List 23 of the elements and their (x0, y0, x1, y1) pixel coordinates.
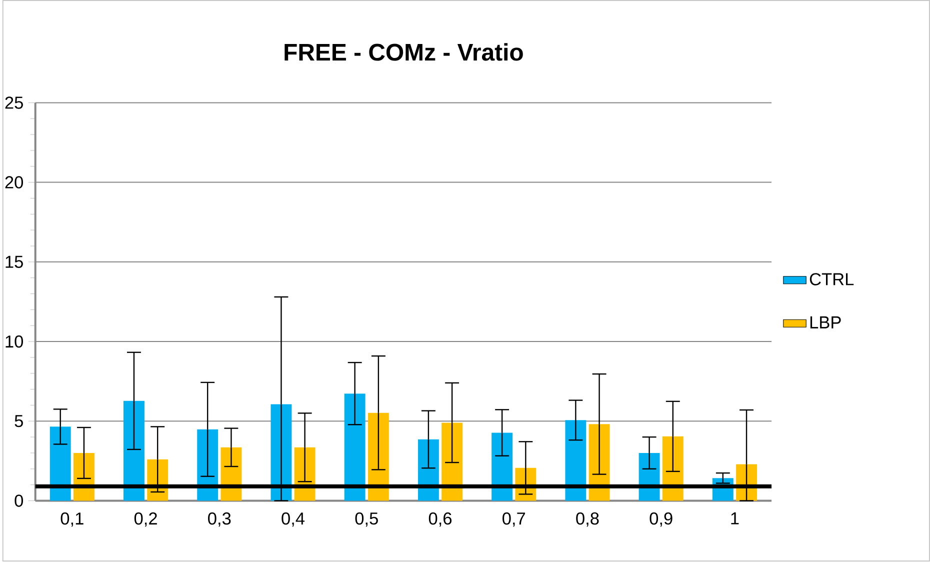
y-tick-label: 15 (6, 256, 23, 268)
y-tick-label: 10 (6, 336, 24, 348)
y-tick-label: 20 (5, 176, 24, 189)
legend-label: LBP (810, 316, 841, 329)
bar (124, 401, 144, 501)
y-tick-label: 25 (5, 96, 23, 110)
bar (50, 426, 71, 501)
bar (565, 420, 586, 501)
x-tick-label: 0,5 (355, 512, 378, 527)
y-tick-label: 0 (14, 494, 24, 508)
x-tick-label: 0,7 (502, 512, 526, 527)
x-tick-label: 0,4 (282, 512, 305, 527)
bar (344, 394, 366, 501)
x-tick-label: 0,9 (650, 512, 672, 527)
chart-title: FREE - COMz - Vratio (284, 43, 523, 61)
y-tick-label: 5 (14, 415, 23, 428)
x-tick-label: 0,1 (60, 512, 84, 527)
x-tick-label: 0,2 (134, 512, 157, 527)
x-tick-label: 0,8 (576, 512, 599, 527)
x-tick-label: 0,3 (208, 512, 231, 527)
x-tick-label: 1 (731, 512, 739, 525)
x-tick-label: 0,6 (428, 512, 452, 527)
legend-label: CTRL (810, 273, 854, 286)
